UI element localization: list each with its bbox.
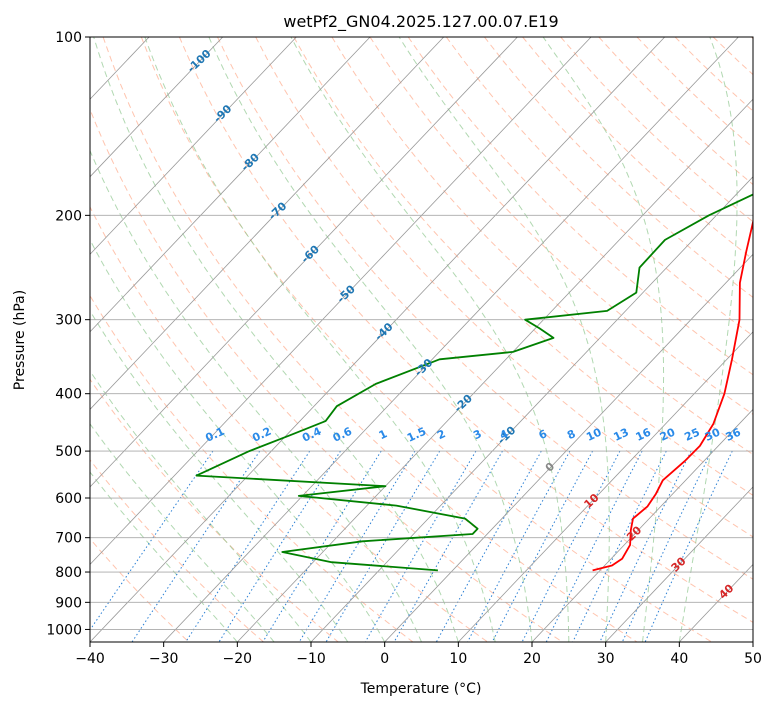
y-tick-label: 400 [55, 387, 82, 403]
x-tick-label: −40 [75, 651, 105, 667]
mixing-ratio-line [521, 450, 621, 642]
x-axis-label: Temperature (°C) [360, 681, 482, 697]
mixing-ratio-line [545, 450, 643, 642]
isotherm-line [90, 37, 445, 410]
moist-adiabat [90, 149, 422, 642]
isotherm-line [90, 37, 592, 566]
dry-adiabat [407, 37, 753, 376]
y-tick-label: 500 [55, 444, 82, 460]
mixing-ratio-line [435, 450, 542, 642]
x-tick-label: 20 [523, 651, 541, 667]
moist-adiabat [90, 423, 275, 642]
moist-adiabat [678, 37, 738, 642]
dry-adiabat [751, 37, 753, 40]
isotherm-line [310, 176, 753, 642]
isotherm-line [90, 37, 297, 255]
mixing-ratio-label: 20 [658, 425, 678, 443]
mixing-ratio-line [262, 450, 382, 642]
mixing-ratio-line [572, 450, 667, 642]
mixing-ratio-line [467, 450, 571, 642]
chart-title: wetPf2_GN04.2025.127.00.07.E19 [283, 12, 558, 32]
x-tick-label: −20 [223, 651, 253, 667]
plot-frame [89, 36, 754, 643]
x-tick-label: 30 [597, 651, 615, 667]
isotherm-line [752, 641, 753, 642]
y-tick-label: 1000 [46, 622, 82, 638]
dry-adiabat [140, 37, 712, 642]
mixing-ratio-label: 10 [584, 425, 604, 443]
mixing-ratio-line [599, 450, 692, 642]
dry-adiabat [369, 37, 753, 415]
temperature-profile [592, 218, 753, 572]
dewpoint-profile [195, 193, 753, 572]
moist-adiabat [208, 37, 533, 642]
isotherm-line [605, 486, 753, 642]
mixing-ratio-line [491, 450, 594, 642]
dry-adiabat [90, 378, 339, 642]
isotherm-line [90, 37, 224, 178]
series-lines [195, 193, 753, 572]
mixing-ratio-line [621, 450, 712, 642]
moist-adiabat [398, 37, 610, 642]
dry-adiabat [90, 459, 264, 642]
moist-adiabat [90, 309, 349, 642]
moist-adiabat [90, 238, 386, 642]
moist-adiabat [290, 37, 570, 642]
y-tick-label: 700 [55, 531, 82, 547]
y-tick-label: 300 [55, 313, 82, 329]
x-tick-label: −10 [296, 651, 326, 667]
dry-adiabat [102, 37, 638, 642]
isotherm-line [531, 408, 753, 642]
x-tick-label: 0 [380, 651, 389, 667]
isotherm-line [458, 331, 753, 642]
isotherm-line [90, 37, 371, 333]
mixing-ratio-label: 30 [703, 425, 723, 443]
mixing-ratio-label: 36 [724, 425, 744, 443]
y-tick-label: 100 [55, 30, 82, 46]
y-axis-ticks: 100 200 300 400 500 600 700 800 900 1000 [46, 30, 90, 638]
gridlines [0, 37, 753, 642]
mixing-ratio-label: 13 [612, 426, 631, 444]
mixing-ratio-label: 25 [682, 426, 701, 444]
isotherm-line [384, 253, 753, 642]
isotherm-line [90, 37, 666, 642]
x-axis-ticks: −40 −30 −20 −10 0 10 20 30 40 50 [75, 642, 762, 667]
dry-adiabat [445, 37, 753, 337]
mixing-ratio-label: 16 [634, 425, 654, 443]
y-tick-label: 200 [55, 208, 82, 224]
x-tick-label: 40 [670, 651, 688, 667]
mixing-ratio-line [90, 450, 214, 631]
dry-adiabat [293, 37, 753, 496]
isotherm-line [237, 98, 753, 642]
dry-adiabat [90, 205, 488, 642]
y-tick-label: 600 [55, 491, 82, 507]
isotherm-line [163, 37, 739, 642]
plot-area: -100-90-80-70-60-50-40-30-20-10010203040… [0, 36, 754, 643]
dry-adiabat [217, 37, 753, 580]
x-tick-label: 50 [744, 651, 762, 667]
y-axis-label: Pressure (hPa) [12, 290, 28, 390]
dry-adiabat [255, 37, 753, 538]
dry-adiabat [90, 108, 563, 642]
y-tick-label: 800 [55, 565, 82, 581]
isotherm-line [0, 37, 2, 642]
isotherm-line [90, 37, 518, 488]
moist-adiabat [144, 37, 496, 642]
moist-adiabat [90, 471, 238, 642]
background-lines [90, 37, 753, 642]
y-tick-label: 900 [55, 595, 82, 611]
dry-adiabat [178, 37, 753, 623]
x-tick-label: −30 [149, 651, 179, 667]
x-tick-label: 10 [449, 651, 467, 667]
